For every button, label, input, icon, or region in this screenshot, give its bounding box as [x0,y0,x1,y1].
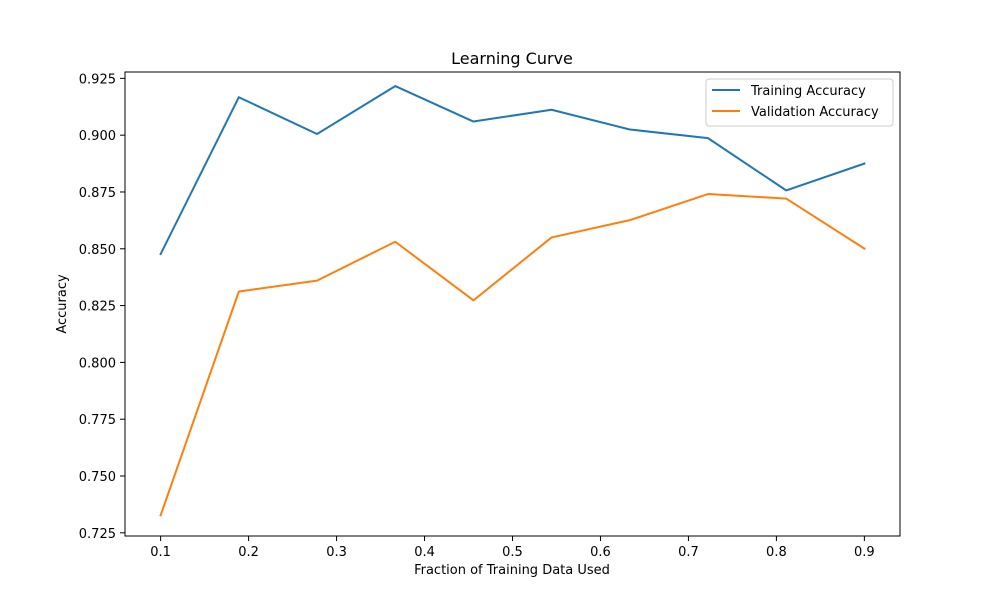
legend-label-validation: Validation Accuracy [751,105,879,120]
y-tick-label: 0.775 [79,413,116,428]
legend-box [705,78,894,127]
y-tick-label: 0.875 [79,186,116,201]
x-tick-label: 0.5 [502,545,523,560]
legend: Training Accuracy Validation Accuracy [705,78,894,127]
legend-label-training: Training Accuracy [750,84,866,99]
x-tick-label: 0.7 [678,545,699,560]
x-tick-label: 0.6 [590,545,611,560]
x-tick-label: 0.1 [150,545,171,560]
x-tick-label: 0.9 [854,545,875,560]
x-tick-label: 0.2 [238,545,259,560]
y-tick-label: 0.925 [79,72,116,87]
x-axis-label: Fraction of Training Data Used [414,563,610,578]
chart-title: Learning Curve [451,49,573,68]
validation-accuracy-line [159,193,866,517]
y-tick-label: 0.825 [79,300,116,315]
y-axis-ticks: 0.725 0.750 0.775 0.800 0.825 0.850 0.875 0.900… [79,72,125,542]
plot-area [125,72,900,536]
series-lines [159,85,866,517]
y-axis-label: Accuracy [55,274,70,334]
y-tick-label: 0.750 [79,470,116,485]
y-tick-label: 0.725 [79,527,116,542]
plot-frame [124,71,901,537]
y-tick-label: 0.800 [79,356,116,371]
y-tick-label: 0.850 [79,243,116,258]
x-tick-label: 0.3 [326,545,347,560]
x-tick-label: 0.4 [414,545,435,560]
x-tick-label: 0.8 [766,545,787,560]
y-tick-label: 0.900 [79,129,116,144]
x-axis-ticks: 0.1 0.2 0.3 0.4 0.5 0.6 0.7 0.8 0.9 [150,536,875,560]
training-accuracy-line [159,85,866,256]
